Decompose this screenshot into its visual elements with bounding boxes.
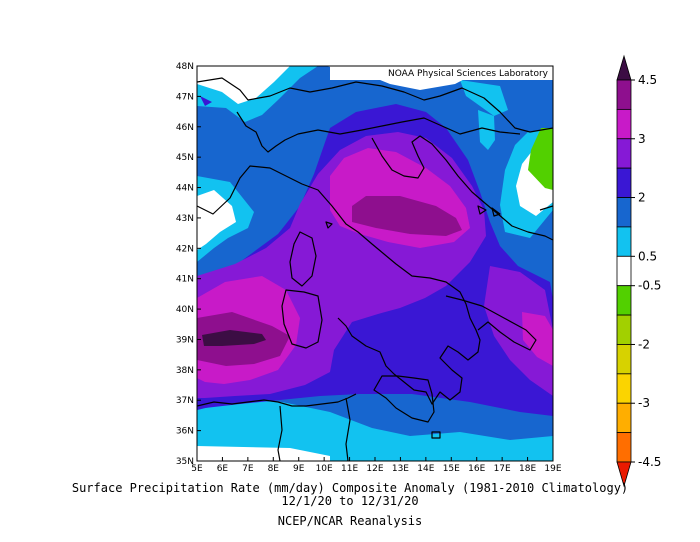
colorbar-label: 0.5 [638,249,657,263]
x-tick-label: 7E [242,464,254,474]
x-tick-label: 12E [366,464,383,474]
contour-fill-neg-0.5-1 [528,128,553,190]
colorbar-swatch [616,167,632,198]
colorbar-swatch [616,344,632,375]
colorbar-label: -0.5 [638,279,661,293]
colorbar-swatch [616,373,632,404]
x-tick-label: 13E [392,464,409,474]
watermark: NOAA Physical Sciences Laboratory [330,66,553,80]
colorbar-label: 2 [638,191,646,205]
y-tick-label: 36N [176,427,194,437]
colorbar-label: 4.5 [638,73,657,87]
colorbar-swatch [616,138,632,169]
y-axis: 48N 47N 46N 45N 44N 43N 42N 41N 40N 39N 38N 37N 36N 3… [176,62,201,467]
colorbar-label: 3 [638,132,646,146]
chart-subtitle: 12/1/20 to 12/31/20 [281,494,419,508]
x-tick-label: 5E [191,464,203,474]
x-tick-label: 11E [341,464,358,474]
chart-source: NCEP/NCAR Reanalysis [277,514,423,528]
colorbar-swatch [616,226,632,257]
x-axis: 5E 6E 7E 8E 9E 10E 11E 12E 13E 14E 15E 16E 17E 18E 19E [191,457,562,474]
colorbar-swatch [616,108,632,140]
x-tick-label: 15E [443,464,460,474]
map-area: NOAA Physical Sciences Laboratory [197,66,553,461]
colorbar-swatch [616,79,632,110]
x-tick-label: 6E [217,464,229,474]
y-tick-label: 39N [176,335,194,345]
colorbar-swatch [616,402,632,434]
colorbar-swatch [616,461,632,488]
colorbar-label: -3 [638,396,650,410]
x-tick-label: 14E [417,464,434,474]
x-tick-label: 18E [519,464,536,474]
colorbar: 4.5 3 2 0.5 -0.5 -2 -3 -4.5 [616,54,661,488]
colorbar-swatch [616,314,632,345]
y-tick-label: 40N [176,305,194,315]
colorbar-label: -2 [638,337,650,351]
y-tick-label: 42N [176,244,194,254]
x-tick-label: 8E [268,464,280,474]
y-tick-label: 38N [176,366,194,376]
y-tick-label: 43N [176,214,194,224]
y-tick-label: 35N [176,457,194,467]
colorbar-swatch [616,285,632,316]
colorbar-swatch [616,432,632,463]
colorbar-swatch [616,54,632,81]
watermark-text: NOAA Physical Sciences Laboratory [388,69,549,79]
x-tick-label: 16E [468,464,485,474]
y-tick-label: 44N [176,184,194,194]
colorbar-swatch [616,255,632,287]
y-tick-label: 48N [176,62,194,72]
y-tick-label: 46N [176,123,194,133]
y-tick-label: 41N [176,275,194,285]
x-tick-label: 10E [316,464,333,474]
y-tick-label: 47N [176,92,194,102]
colorbar-label: -4.5 [638,455,661,469]
x-tick-label: 17E [494,464,511,474]
y-tick-label: 37N [176,396,194,406]
x-tick-label: 9E [293,464,305,474]
x-tick-label: 19E [544,464,561,474]
contour-fill-above-4.5 [202,330,266,346]
colorbar-swatch [616,197,632,228]
coastlines [197,77,553,461]
chart-title: Surface Precipitation Rate (mm/day) Comp… [71,481,629,495]
y-tick-label: 45N [176,153,194,163]
